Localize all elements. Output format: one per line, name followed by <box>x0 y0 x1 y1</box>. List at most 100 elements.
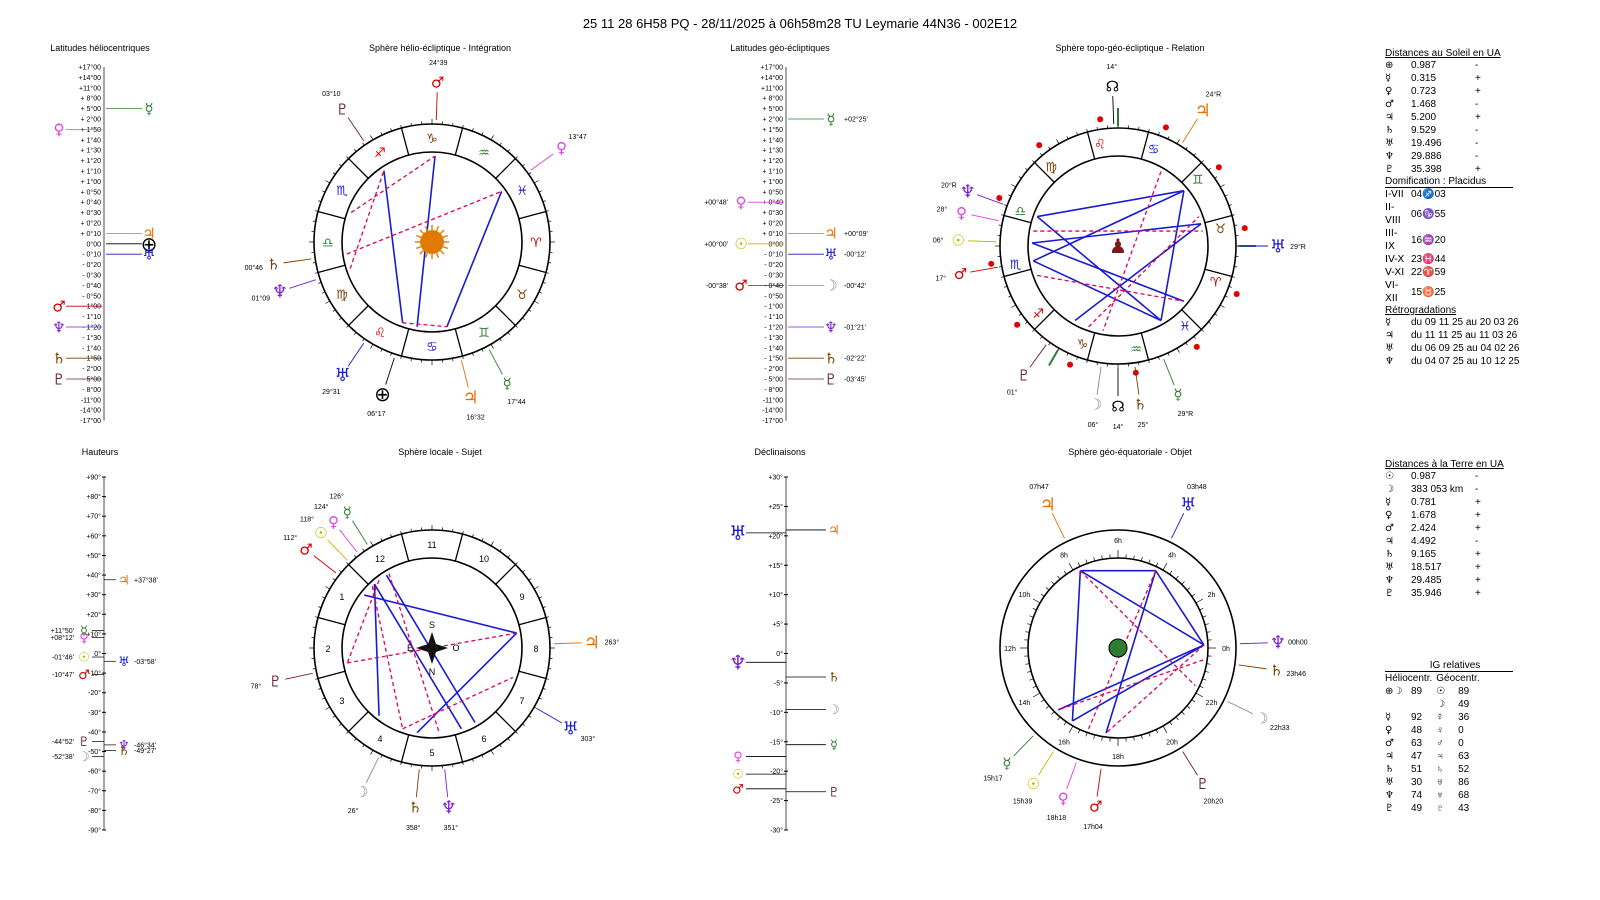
heights-tick-label: +70° <box>86 513 101 521</box>
jupiter-icon: ♃ <box>1195 101 1211 122</box>
helio-wheel-tick <box>322 291 326 294</box>
zodiac-sign-icon: ♊ <box>1192 173 1204 188</box>
local-wheel-tick <box>370 750 374 755</box>
equat-aspect-line <box>1058 659 1204 711</box>
topo-planet-label: 20°R <box>941 181 957 189</box>
equat-tick <box>1040 699 1045 703</box>
heights-tick-label: +40° <box>86 572 101 580</box>
topo-planet-label: 25° <box>1138 421 1149 429</box>
sun-ray <box>439 249 445 255</box>
local-wheel-tick <box>312 668 316 670</box>
helio-lat-tick-label: + 0°50 <box>80 188 101 196</box>
ig-v1: 74 <box>1411 790 1423 801</box>
equat-aspect-line <box>1057 644 1205 711</box>
pluto-icon: ♇ <box>828 785 840 800</box>
geo-lat-tick-label: 0°00 <box>769 240 784 248</box>
helio-wheel-tick <box>538 291 542 294</box>
equat-tick <box>1155 729 1159 734</box>
earth-distance-s: + <box>1475 575 1481 586</box>
equat-tick <box>1093 734 1096 739</box>
equat-planet-label: 15h17 <box>983 775 1003 782</box>
ig-table: Héliocentr. Géocentr. ⊕☽ 89 ☉ 89 ☽ 49 ☿ 92 ☿ 36 ♀ 4… <box>1385 672 1484 815</box>
topo-wheel-sector-divider <box>1086 332 1096 361</box>
local-wheel-tick <box>481 538 484 542</box>
geo-lat-marker-value: +00°09' <box>844 230 868 238</box>
geo-lat-marker-value: -03°45' <box>844 376 866 384</box>
sun-distance-v: 0.723 <box>1411 86 1437 97</box>
domification-v: 06♑55 <box>1411 208 1446 220</box>
topo-wheel-tick <box>1208 321 1211 325</box>
pluto-icon: ♇ <box>78 735 90 750</box>
earth-distance-g: ♂ <box>1385 523 1394 534</box>
ig-g2: ☉ <box>1436 686 1446 697</box>
ig-v2: 49 <box>1458 699 1470 710</box>
helio-wheel-sector-divider <box>518 264 547 274</box>
topo-wheel-tick <box>1076 356 1078 360</box>
equat-tick <box>1202 678 1207 681</box>
ig-g1: ☿ <box>1385 712 1392 723</box>
equat-planet-line <box>1182 751 1198 776</box>
sun-icon: ☉ <box>1026 775 1039 793</box>
helio-planet-line <box>530 153 554 171</box>
zodiac-sign-icon: ♐ <box>1033 307 1045 322</box>
equat-aspect-line <box>1105 644 1205 734</box>
hour-label: 2h <box>1208 592 1216 599</box>
mercury-icon: ☿ <box>343 504 352 522</box>
topo-wheel-tick <box>1025 321 1028 325</box>
equat-tick <box>1027 623 1032 626</box>
helio-wheel-tick <box>522 163 525 167</box>
house-cusp-dot <box>1014 321 1021 328</box>
retro-g: ♅ <box>1385 343 1394 354</box>
topo-wheel-tick <box>1001 276 1005 278</box>
compass-icon <box>416 632 448 664</box>
uranus-icon: ♅ <box>142 245 155 263</box>
domification-row: II-VIII 06♑55 <box>1385 201 1475 227</box>
hour-label: 20h <box>1166 740 1178 747</box>
earth-distance-panel: Distances à la Terre en UA ☉ 0.987 - ☽ 383 0… <box>1385 459 1545 600</box>
topo-planet-line <box>1096 366 1102 395</box>
local-wheel-sector-divider <box>348 564 369 585</box>
helio-planet-label: 01°09 <box>252 295 270 303</box>
helio-wheel-sector-divider <box>400 328 410 357</box>
local-wheel-tick <box>462 531 464 535</box>
local-planet-label: 303° <box>581 735 596 743</box>
local-wheel-tick <box>322 596 326 599</box>
geo-lat-tick-label: - 0°30 <box>764 272 783 280</box>
topo-wheel-sector-divider <box>1034 309 1055 330</box>
mercury-icon: ☿ <box>503 375 512 393</box>
equat-tick <box>1025 631 1030 633</box>
helio-wheel-tick <box>452 358 454 362</box>
equat-tick <box>1181 711 1185 715</box>
moon-icon: ☽ <box>355 783 368 801</box>
retro-header: Rétrogradations <box>1385 305 1457 316</box>
sun-distance-g: ♄ <box>1385 125 1394 136</box>
venus-icon: ♀ <box>733 750 743 765</box>
earth-distance-s: + <box>1475 588 1481 599</box>
local-wheel-tick <box>548 626 552 628</box>
venus-icon: ♀ <box>736 193 747 211</box>
geo-lat-tick-label: -11°00 <box>763 396 783 404</box>
sun-distance-v: 5.200 <box>1411 112 1437 123</box>
local-wheel-tick <box>400 531 402 535</box>
topo-planet-label: 06° <box>1088 421 1099 429</box>
local-wheel-tick <box>380 754 383 758</box>
helio-lat-tick-label: + 1°30 <box>80 147 101 155</box>
topo-wheel-tick <box>998 224 1002 226</box>
earth-distance-g: ♇ <box>1385 588 1394 599</box>
earth-distance-v: 9.165 <box>1411 549 1437 560</box>
earth-distance-row: ♂ 2.424 + <box>1385 522 1485 535</box>
helio-lat-tick-label: + 0°10 <box>80 230 101 238</box>
helio-wheel-tick <box>312 262 316 264</box>
geo-lat-tick-label: + 0°50 <box>762 188 783 196</box>
local-wheel-sector-divider <box>454 734 464 763</box>
helio-wheel-tick <box>315 210 319 212</box>
helio-wheel-tick <box>325 180 330 184</box>
helio-wheel-sector-divider <box>317 264 346 274</box>
retro-row: ♆ du 04 07 25 au 10 12 25 <box>1385 355 1523 368</box>
helio-planet-label: 29°31 <box>322 388 340 396</box>
local-wheel-tick <box>507 738 511 741</box>
topo-planet-line <box>970 266 998 273</box>
jupiter-icon: ♃ <box>463 388 479 409</box>
local-wheel-tick <box>522 569 525 573</box>
topo-wheel-tick <box>1096 126 1098 130</box>
